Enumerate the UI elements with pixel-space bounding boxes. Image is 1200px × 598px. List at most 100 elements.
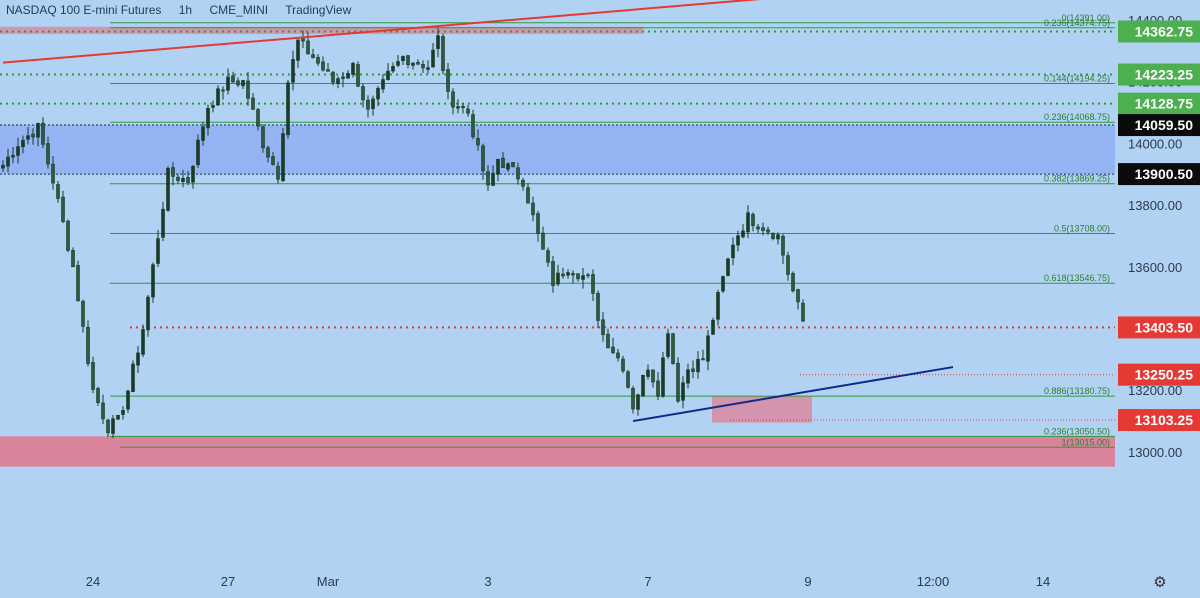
price-tag-label: 13103.25	[1135, 412, 1194, 428]
candle-body	[26, 135, 30, 140]
lower-support-zone	[0, 436, 1115, 467]
candle-body	[181, 177, 185, 182]
candle-body	[591, 274, 595, 294]
candle-body	[716, 292, 720, 320]
candle-body	[756, 226, 760, 230]
price-tag	[1118, 363, 1200, 386]
candle-body	[36, 122, 40, 138]
exchange-label: CME_MINI	[209, 3, 269, 17]
candle-body	[276, 165, 280, 180]
candle-body	[306, 40, 310, 55]
candle-body	[206, 107, 210, 129]
candle-body	[586, 274, 590, 277]
candle-body	[521, 179, 525, 187]
candle-body	[606, 333, 610, 349]
candle-body	[431, 49, 435, 68]
candle-body	[726, 258, 730, 276]
price-tag	[1118, 114, 1200, 137]
candle-body	[396, 61, 400, 66]
chart-legend: NASDAQ 100 E-mini Futures 1h CME_MINI Tr…	[6, 3, 365, 17]
candle-body	[796, 289, 800, 303]
price-axis: 13000.0013200.0013400.0013600.0013800.00…	[1115, 0, 1200, 598]
fib-label: 0.5(13708.00)	[1054, 223, 1110, 233]
candle-body	[116, 414, 120, 420]
time-tick-label: 24	[86, 574, 100, 589]
candle-body	[766, 229, 770, 233]
candle-body	[736, 235, 740, 246]
red-trendline	[2, 0, 761, 64]
candle-body	[91, 362, 95, 390]
candle-body	[461, 105, 465, 108]
candle-body	[151, 264, 155, 298]
candle-body	[481, 145, 485, 172]
interval-label: 1h	[178, 3, 193, 17]
source-label: TradingView	[285, 3, 352, 17]
candle-body	[16, 146, 20, 156]
candle-body	[21, 139, 25, 148]
fib-label: 0.144(14194.25)	[1044, 73, 1110, 83]
price-tag	[1118, 92, 1200, 115]
candle-body	[746, 212, 750, 233]
candle-body	[326, 69, 330, 72]
candle-body	[291, 59, 295, 83]
candle-body	[221, 89, 225, 92]
candle-body	[571, 272, 575, 276]
candle-body	[441, 36, 445, 71]
candle-body	[791, 273, 795, 292]
fib-label: 0.382(13869.25)	[1044, 174, 1110, 184]
time-tick-label: 3	[484, 574, 491, 589]
candle-body	[351, 62, 355, 75]
candle-body	[406, 55, 410, 66]
candle-body	[531, 202, 535, 216]
candle-body	[46, 143, 50, 165]
candle-body	[6, 156, 10, 167]
candle-body	[451, 91, 455, 108]
time-tick-label: 12:00	[917, 574, 950, 589]
candle-body	[251, 97, 255, 110]
price-tag-label: 14362.75	[1135, 23, 1194, 39]
candle-body	[641, 375, 645, 397]
price-tag-label: 13403.50	[1135, 319, 1194, 335]
candle-body	[301, 37, 305, 42]
candle-body	[576, 273, 580, 280]
candle-body	[471, 114, 475, 138]
candle-body	[236, 80, 240, 86]
candle-body	[411, 62, 415, 66]
candle-body	[401, 56, 405, 62]
price-tag	[1118, 316, 1200, 339]
candle-body	[76, 265, 80, 302]
candle-body	[566, 272, 570, 276]
candle-body	[266, 147, 270, 158]
candle-body	[231, 75, 235, 83]
candle-body	[141, 329, 145, 355]
candle-body	[191, 165, 195, 183]
candle-body	[581, 275, 585, 280]
settings-gear-icon[interactable]: ⚙	[1153, 574, 1167, 591]
candle-body	[671, 333, 675, 364]
candle-body	[506, 163, 510, 170]
candle-body	[321, 61, 325, 71]
candle-body	[381, 79, 385, 90]
price-tick-label: 13200.00	[1128, 383, 1182, 398]
candle-body	[371, 98, 375, 110]
candle-body	[61, 196, 65, 222]
candle-body	[261, 126, 265, 149]
zones-layer	[0, 26, 1115, 467]
candle-body	[311, 54, 315, 59]
candle-body	[256, 109, 260, 127]
candle-body	[336, 78, 340, 84]
symbol-name: NASDAQ 100 E-mini Futures	[6, 3, 162, 17]
candle-body	[561, 273, 565, 277]
candle-body	[621, 358, 625, 372]
price-tag	[1118, 63, 1200, 86]
candle-body	[696, 358, 700, 373]
candle-body	[626, 371, 630, 388]
candle-body	[156, 238, 160, 264]
candle-body	[316, 57, 320, 64]
candle-body	[786, 255, 790, 275]
candle-body	[421, 64, 425, 69]
candle-body	[741, 230, 745, 238]
candle-body	[131, 363, 135, 393]
